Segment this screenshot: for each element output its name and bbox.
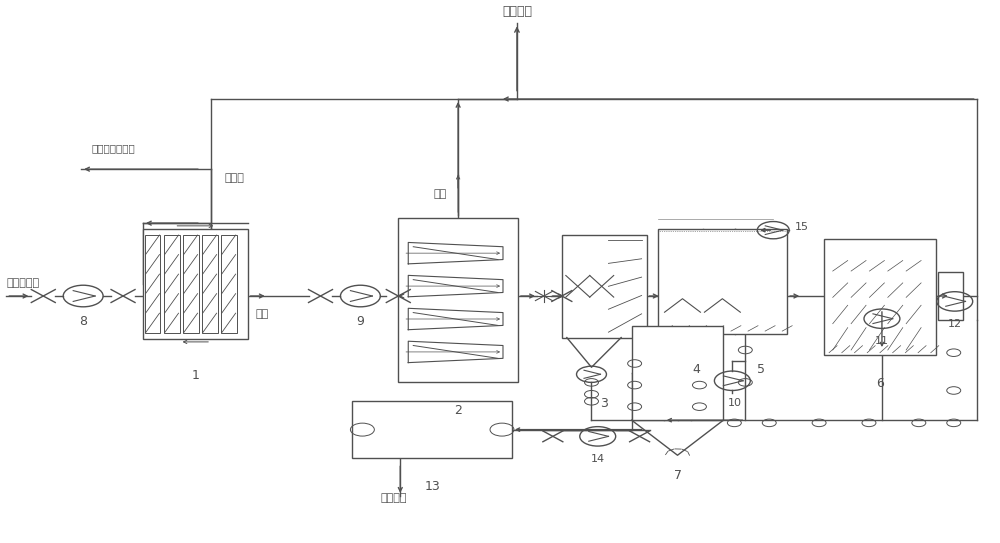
Text: 5: 5	[757, 363, 765, 376]
Bar	[562, 235, 647, 338]
Bar	[398, 218, 518, 382]
Text: 10: 10	[727, 398, 741, 408]
Bar	[658, 229, 787, 334]
Text: 15: 15	[795, 223, 809, 232]
Text: 6: 6	[876, 377, 884, 390]
Bar	[164, 235, 180, 333]
Bar	[938, 272, 963, 320]
Text: 13: 13	[424, 479, 440, 493]
Text: 泥饼外运: 泥饼外运	[380, 493, 407, 503]
Bar	[183, 235, 199, 333]
Text: 污水厂尾水: 污水厂尾水	[6, 277, 40, 288]
Text: 8: 8	[79, 315, 87, 328]
Text: 反冲水: 反冲水	[225, 173, 245, 182]
Bar	[143, 229, 248, 339]
Text: 1: 1	[191, 369, 199, 382]
Bar	[145, 235, 160, 333]
Text: 3: 3	[600, 397, 608, 410]
Text: 12: 12	[948, 319, 962, 329]
Bar	[632, 326, 723, 420]
Text: 4: 4	[693, 363, 700, 376]
Text: 7: 7	[674, 469, 682, 482]
Text: 14: 14	[591, 453, 605, 464]
Text: 产水: 产水	[433, 189, 446, 199]
Text: 系统出水: 系统出水	[502, 5, 532, 18]
Bar	[352, 401, 512, 458]
Text: 2: 2	[454, 404, 462, 417]
Bar	[221, 235, 237, 333]
Bar	[202, 235, 218, 333]
Text: 9: 9	[356, 315, 364, 328]
Text: 去污水厂进水端: 去污水厂进水端	[91, 143, 135, 153]
Text: 产水: 产水	[256, 310, 269, 319]
Text: 11: 11	[875, 336, 889, 346]
Bar	[824, 239, 936, 355]
